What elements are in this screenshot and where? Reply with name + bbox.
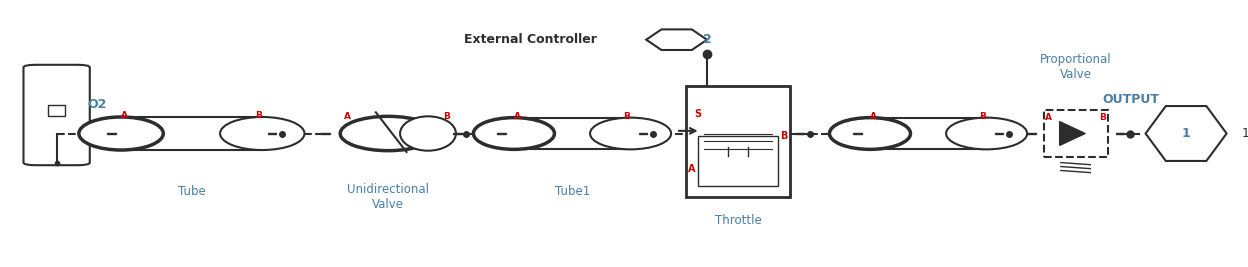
Text: Unidirectional
Valve: Unidirectional Valve — [347, 183, 429, 211]
Bar — [1043, 110, 1107, 157]
Text: O2: O2 — [87, 98, 106, 111]
Polygon shape — [1146, 106, 1227, 161]
Text: 2: 2 — [703, 33, 711, 46]
Text: Tube1: Tube1 — [554, 185, 590, 198]
Text: B: B — [1099, 113, 1106, 122]
Text: OUTPUT: OUTPUT — [1102, 93, 1159, 106]
Ellipse shape — [341, 116, 436, 151]
Polygon shape — [646, 29, 708, 50]
Text: A: A — [1045, 113, 1052, 122]
Ellipse shape — [220, 117, 305, 150]
Bar — [107, 133, 116, 134]
Text: Tube: Tube — [177, 185, 206, 198]
Bar — [514, 118, 630, 149]
Text: A: A — [343, 112, 351, 121]
Ellipse shape — [946, 118, 1027, 149]
Bar — [870, 118, 987, 149]
Bar — [498, 133, 505, 134]
Bar — [1027, 133, 1036, 134]
Bar — [698, 136, 778, 186]
FancyBboxPatch shape — [24, 65, 90, 165]
Ellipse shape — [79, 117, 163, 150]
Text: B: B — [780, 131, 787, 141]
Text: A: A — [514, 112, 522, 121]
Text: B: B — [255, 111, 262, 120]
Bar — [1116, 133, 1124, 134]
Ellipse shape — [473, 118, 554, 149]
Text: A: A — [688, 164, 695, 174]
Polygon shape — [1060, 121, 1086, 146]
Ellipse shape — [401, 116, 456, 151]
Text: 1: 1 — [1182, 127, 1191, 140]
Bar — [796, 133, 804, 134]
Text: A: A — [870, 112, 877, 121]
Text: B: B — [443, 112, 451, 121]
Ellipse shape — [830, 118, 911, 149]
Text: A: A — [121, 111, 129, 120]
Ellipse shape — [590, 118, 671, 149]
Bar — [321, 133, 329, 134]
Text: B: B — [980, 112, 986, 121]
Bar — [268, 133, 276, 134]
Text: External Controller: External Controller — [464, 33, 597, 46]
Bar — [686, 86, 790, 197]
Bar — [639, 133, 648, 134]
Text: Proportional
Valve: Proportional Valve — [1040, 53, 1112, 81]
Bar — [854, 133, 862, 134]
Bar — [121, 117, 262, 150]
Text: B: B — [624, 112, 630, 121]
Bar — [49, 105, 65, 116]
Bar — [453, 133, 462, 134]
Text: 1: 1 — [1242, 127, 1248, 140]
Text: S: S — [695, 109, 701, 119]
Bar — [995, 133, 1003, 134]
Text: Throttle: Throttle — [715, 214, 761, 227]
